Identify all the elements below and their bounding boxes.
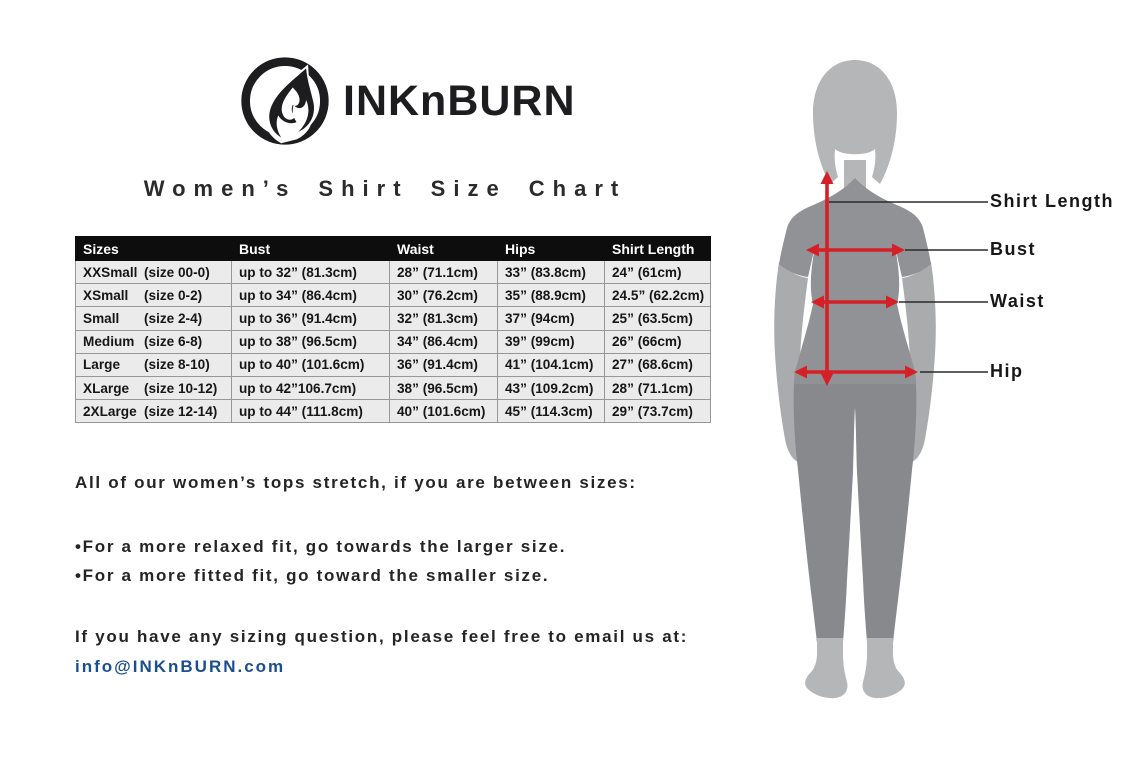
- stretch-note: All of our women’s tops stretch, if you …: [75, 473, 637, 492]
- bust-label: Bust: [990, 239, 1036, 259]
- figure-legs: [793, 384, 917, 654]
- figure-head: [813, 60, 897, 184]
- waist-cell: 40” (101.6cm): [389, 399, 498, 424]
- shirt-length-cell: 25” (63.5cm): [604, 306, 711, 331]
- size-range: (size 12-14): [144, 403, 218, 419]
- bust-cell: up to 34” (86.4cm): [231, 283, 390, 308]
- contact-intro: If you have any sizing question, please …: [75, 627, 689, 646]
- header-hips: Hips: [497, 236, 605, 261]
- size-range: (size 8-10): [144, 357, 210, 373]
- table-row: Small (size 2-4) up to 36” (91.4cm) 32” (…: [75, 306, 711, 331]
- shirt-length-cell: 28” (71.1cm): [604, 375, 711, 401]
- bust-cell: up to 40” (101.6cm): [231, 352, 390, 377]
- size-range: (size 10-12): [144, 380, 218, 396]
- size-name: XSmall: [83, 287, 129, 303]
- size-range: (size 00-0): [144, 264, 210, 280]
- shirt-length-cell: 24” (61cm): [604, 259, 711, 285]
- brand-wordmark: INKnBURN: [343, 76, 576, 125]
- table-row: XSmall (size 0-2) up to 34” (86.4cm) 30” …: [75, 283, 711, 308]
- hips-cell: 43” (109.2cm): [497, 375, 605, 401]
- email-link[interactable]: info@INKnBURN.com: [75, 657, 286, 676]
- figure-right-foot: [862, 638, 905, 699]
- table-row: Large (size 8-10) up to 40” (101.6cm) 36”…: [75, 352, 711, 377]
- size-cell: XXSmall (size 00-0): [75, 259, 232, 285]
- hips-cell: 33” (83.8cm): [497, 259, 605, 285]
- size-cell: Small (size 2-4): [75, 306, 232, 331]
- table-row: 2XLarge (size 12-14) up to 44” (111.8cm) …: [75, 399, 711, 424]
- pointer-lines: [829, 201, 988, 373]
- relaxed-fit-bullet: •For a more relaxed fit, go towards the …: [75, 537, 567, 556]
- waist-cell: 32” (81.3cm): [389, 306, 498, 331]
- shirt-length-arrow: [820, 171, 834, 386]
- table-header-row: Sizes Bust Waist Hips Shirt Length: [75, 236, 711, 261]
- brand-logo: INKnBURN: [237, 53, 576, 149]
- waist-cell: 38” (96.5cm): [389, 375, 498, 401]
- size-range: (size 2-4): [144, 310, 203, 326]
- measurement-arrows: [794, 171, 918, 386]
- size-chart-table: Sizes Bust Waist Hips Shirt Length XXSma…: [75, 236, 711, 424]
- size-cell: XSmall (size 0-2): [75, 283, 232, 308]
- measurement-figure-silhouette: [774, 60, 988, 699]
- hip-arrow: [794, 365, 918, 379]
- shirt-length-cell: 29” (73.7cm): [604, 399, 711, 424]
- waist-cell: 34” (86.4cm): [389, 329, 498, 354]
- size-range: (size 0-2): [144, 287, 203, 303]
- size-name: XLarge: [83, 380, 130, 396]
- size-cell: Large (size 8-10): [75, 352, 232, 377]
- hips-cell: 45” (114.3cm): [497, 399, 605, 424]
- table-row: Medium (size 6-8) up to 38” (96.5cm) 34” …: [75, 329, 711, 354]
- shirt-length-label: Shirt Length: [990, 191, 1114, 211]
- fitted-fit-bullet: •For a more fitted fit, go toward the sm…: [75, 566, 550, 585]
- shirt-length-cell: 26” (66cm): [604, 329, 711, 354]
- waist-cell: 30” (76.2cm): [389, 283, 498, 308]
- hips-cell: 41” (104.1cm): [497, 352, 605, 377]
- bust-cell: up to 36” (91.4cm): [231, 306, 390, 331]
- flame-logo-icon: [241, 57, 329, 145]
- waist-cell: 28” (71.1cm): [389, 259, 498, 285]
- figure-shirt: [779, 178, 931, 384]
- bust-cell: up to 32” (81.3cm): [231, 259, 390, 285]
- size-cell: Medium (size 6-8): [75, 329, 232, 354]
- size-name: 2XLarge: [83, 403, 137, 419]
- hips-cell: 39” (99cm): [497, 329, 605, 354]
- header-bust: Bust: [231, 236, 390, 261]
- header-shirt-length: Shirt Length: [604, 236, 711, 261]
- size-range: (size 6-8): [144, 334, 203, 350]
- bust-cell: up to 42”106.7cm): [231, 375, 390, 401]
- size-name: Small: [83, 310, 120, 326]
- bust-cell: up to 38” (96.5cm): [231, 329, 390, 354]
- figure-left-foot: [805, 638, 848, 699]
- size-name: XXSmall: [83, 264, 138, 280]
- waist-cell: 36” (91.4cm): [389, 352, 498, 377]
- hips-cell: 37” (94cm): [497, 306, 605, 331]
- hip-label: Hip: [990, 361, 1024, 381]
- hips-cell: 35” (88.9cm): [497, 283, 605, 308]
- waist-arrow: [811, 295, 899, 309]
- size-cell: XLarge (size 10-12): [75, 375, 232, 401]
- header-waist: Waist: [389, 236, 498, 261]
- bust-cell: up to 44” (111.8cm): [231, 399, 390, 424]
- size-name: Medium: [83, 334, 135, 350]
- table-row: XLarge (size 10-12) up to 42”106.7cm) 38”…: [75, 375, 711, 401]
- table-row: XXSmall (size 00-0) up to 32” (81.3cm) 28…: [75, 259, 711, 285]
- waist-label: Waist: [990, 291, 1045, 311]
- shirt-length-cell: 24.5” (62.2cm): [604, 283, 711, 308]
- size-name: Large: [83, 357, 121, 373]
- size-cell: 2XLarge (size 12-14): [75, 399, 232, 424]
- header-sizes: Sizes: [75, 236, 232, 261]
- page-title: Women’s Shirt Size Chart: [143, 176, 627, 201]
- shirt-length-cell: 27” (68.6cm): [604, 352, 711, 377]
- bust-arrow: [806, 243, 905, 257]
